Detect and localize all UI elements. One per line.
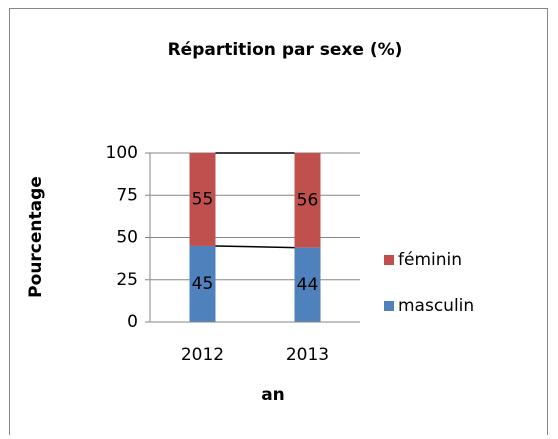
y-tick-label: 75 [116,185,138,205]
x-axis-label: an [261,385,285,405]
data-label: 56 [297,190,319,210]
x-tick-label: 2013 [286,345,329,365]
y-tick-label: 100 [106,143,138,163]
bar-segment [189,153,216,246]
data-label: 55 [192,189,214,209]
legend-label: masculin [398,296,474,316]
bar-segment [294,153,321,248]
chart-border [9,8,548,439]
x-tick-label: 2012 [181,345,224,365]
y-tick-label: 0 [127,312,138,332]
y-tick-label: 25 [116,270,138,290]
data-label: 45 [192,274,214,294]
y-tick-label: 50 [116,228,138,248]
series-line [215,245,295,249]
data-label: 44 [297,275,319,295]
y-axis-label: Pourcentage [26,176,46,298]
chart-title: Répartition par sexe (%) [168,40,403,60]
legend-swatch [384,301,394,311]
legend-swatch [384,255,394,265]
legend-label: féminin [398,250,462,270]
bar-segment [294,247,321,322]
bar-segment [189,245,216,322]
